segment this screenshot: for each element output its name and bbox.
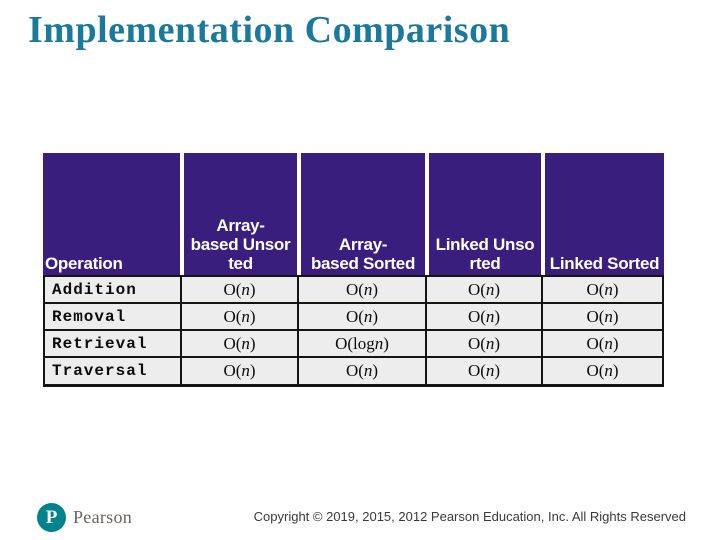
value-cell: O(n) (541, 358, 662, 384)
copyright-text: Copyright © 2019, 2015, 2012 Pearson Edu… (253, 509, 686, 524)
table-row: Retrieval O(n) O(log n) O(n) O(n) (45, 331, 662, 358)
comparison-table: Operation Array- based Unsor ted Array- … (43, 153, 664, 387)
operation-cell: Retrieval (45, 331, 180, 356)
value-cell: O(n) (297, 304, 425, 329)
table-header-row: Operation Array- based Unsor ted Array- … (43, 153, 664, 275)
table-body: Addition O(n) O(n) O(n) O(n) Removal O(n… (43, 275, 664, 387)
value-cell: O(n) (425, 358, 541, 384)
table-row: Removal O(n) O(n) O(n) O(n) (45, 304, 662, 331)
page-title: Implementation Comparison (28, 9, 511, 51)
value-cell: O(n) (297, 277, 425, 302)
value-cell: O(n) (425, 331, 541, 356)
value-cell: O(n) (541, 304, 662, 329)
column-header-array-unsorted: Array- based Unsor ted (180, 153, 297, 275)
value-cell: O(n) (180, 277, 297, 302)
column-header-linked-sorted: Linked Sorted (541, 153, 664, 275)
value-cell: O(n) (297, 358, 425, 384)
column-header-operation: Operation (43, 153, 180, 275)
column-header-linked-unsorted: Linked Unso rted (425, 153, 541, 275)
pearson-p-icon: P (37, 503, 66, 532)
operation-cell: Removal (45, 304, 180, 329)
value-cell: O(n) (541, 277, 662, 302)
column-header-array-sorted: Array- based Sorted (297, 153, 425, 275)
value-cell: O(n) (180, 331, 297, 356)
value-cell: O(n) (180, 358, 297, 384)
pearson-logo-letter: P (45, 506, 58, 528)
pearson-logo: P Pearson (37, 503, 132, 532)
operation-cell: Addition (45, 277, 180, 302)
table-row: Addition O(n) O(n) O(n) O(n) (45, 277, 662, 304)
value-cell: O(n) (425, 304, 541, 329)
value-cell: O(n) (180, 304, 297, 329)
pearson-wordmark: Pearson (73, 507, 133, 527)
value-cell: O(n) (425, 277, 541, 302)
value-cell: O(log n) (297, 331, 425, 356)
operation-cell: Traversal (45, 358, 180, 384)
value-cell: O(n) (541, 331, 662, 356)
table-row: Traversal O(n) O(n) O(n) O(n) (45, 358, 662, 384)
